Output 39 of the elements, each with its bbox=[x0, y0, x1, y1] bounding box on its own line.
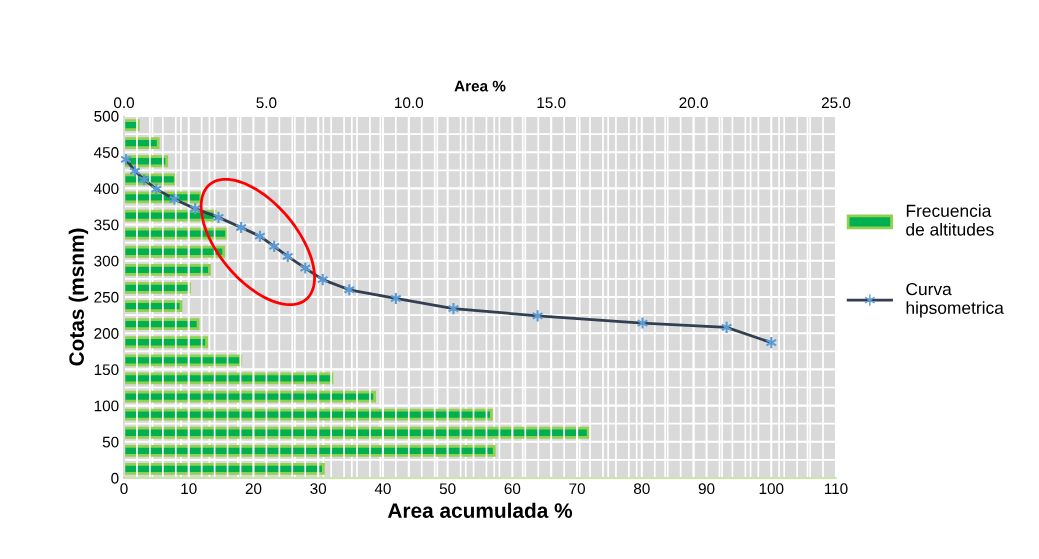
x-tick-label: 110 bbox=[824, 483, 848, 495]
x-tick-label: 0 bbox=[120, 483, 128, 495]
x-tick-label: 90 bbox=[698, 483, 715, 495]
y-tick-label: 500 bbox=[94, 110, 119, 122]
point bbox=[168, 192, 181, 206]
point bbox=[212, 210, 225, 224]
x-tick-label: 25.0 bbox=[821, 97, 851, 109]
y-tick-label: 50 bbox=[102, 436, 119, 448]
x-tick-label: 20 bbox=[245, 483, 262, 495]
point bbox=[447, 301, 460, 316]
x-axis-title: Area % bbox=[454, 80, 506, 92]
bar bbox=[124, 137, 160, 150]
y-tick-label: 250 bbox=[94, 291, 119, 303]
x-tick-label: 50 bbox=[439, 483, 456, 495]
x-tick-label: 100 bbox=[759, 483, 784, 495]
x-axis-title: Area acumulada % bbox=[387, 502, 573, 518]
x-tick-label: 15.0 bbox=[537, 97, 566, 109]
y-tick-label: 450 bbox=[94, 147, 119, 158]
x-tick-label: 40 bbox=[374, 483, 391, 495]
point bbox=[636, 316, 649, 330]
x-tick-label: 30 bbox=[310, 483, 327, 495]
y-tick-label: 400 bbox=[94, 183, 119, 195]
y-axis-title: Cotas (msnm) bbox=[68, 228, 89, 366]
x-tick-label: 10 bbox=[181, 483, 197, 495]
x-tick-label: 20.0 bbox=[679, 97, 708, 109]
x-tick-label: 10.0 bbox=[395, 97, 424, 109]
legend-label: Curva hipsometrica bbox=[906, 282, 1004, 318]
y-tick-label: 150 bbox=[94, 364, 119, 376]
x-tick-label: 70 bbox=[569, 483, 585, 495]
x-tick-label: 5.0 bbox=[256, 97, 277, 109]
legend-label: Frecuencia de altitudes bbox=[906, 204, 994, 236]
y-tick-label: 0 bbox=[111, 472, 119, 484]
y-tick-label: 200 bbox=[94, 328, 119, 339]
x-tick-label: 60 bbox=[504, 483, 521, 495]
y-tick-label: 350 bbox=[94, 219, 119, 231]
y-tick-label: 100 bbox=[94, 400, 119, 412]
y-tick-label: 300 bbox=[94, 255, 119, 267]
x-tick-label: 0.0 bbox=[113, 97, 135, 109]
x-tick-label: 80 bbox=[633, 483, 650, 495]
